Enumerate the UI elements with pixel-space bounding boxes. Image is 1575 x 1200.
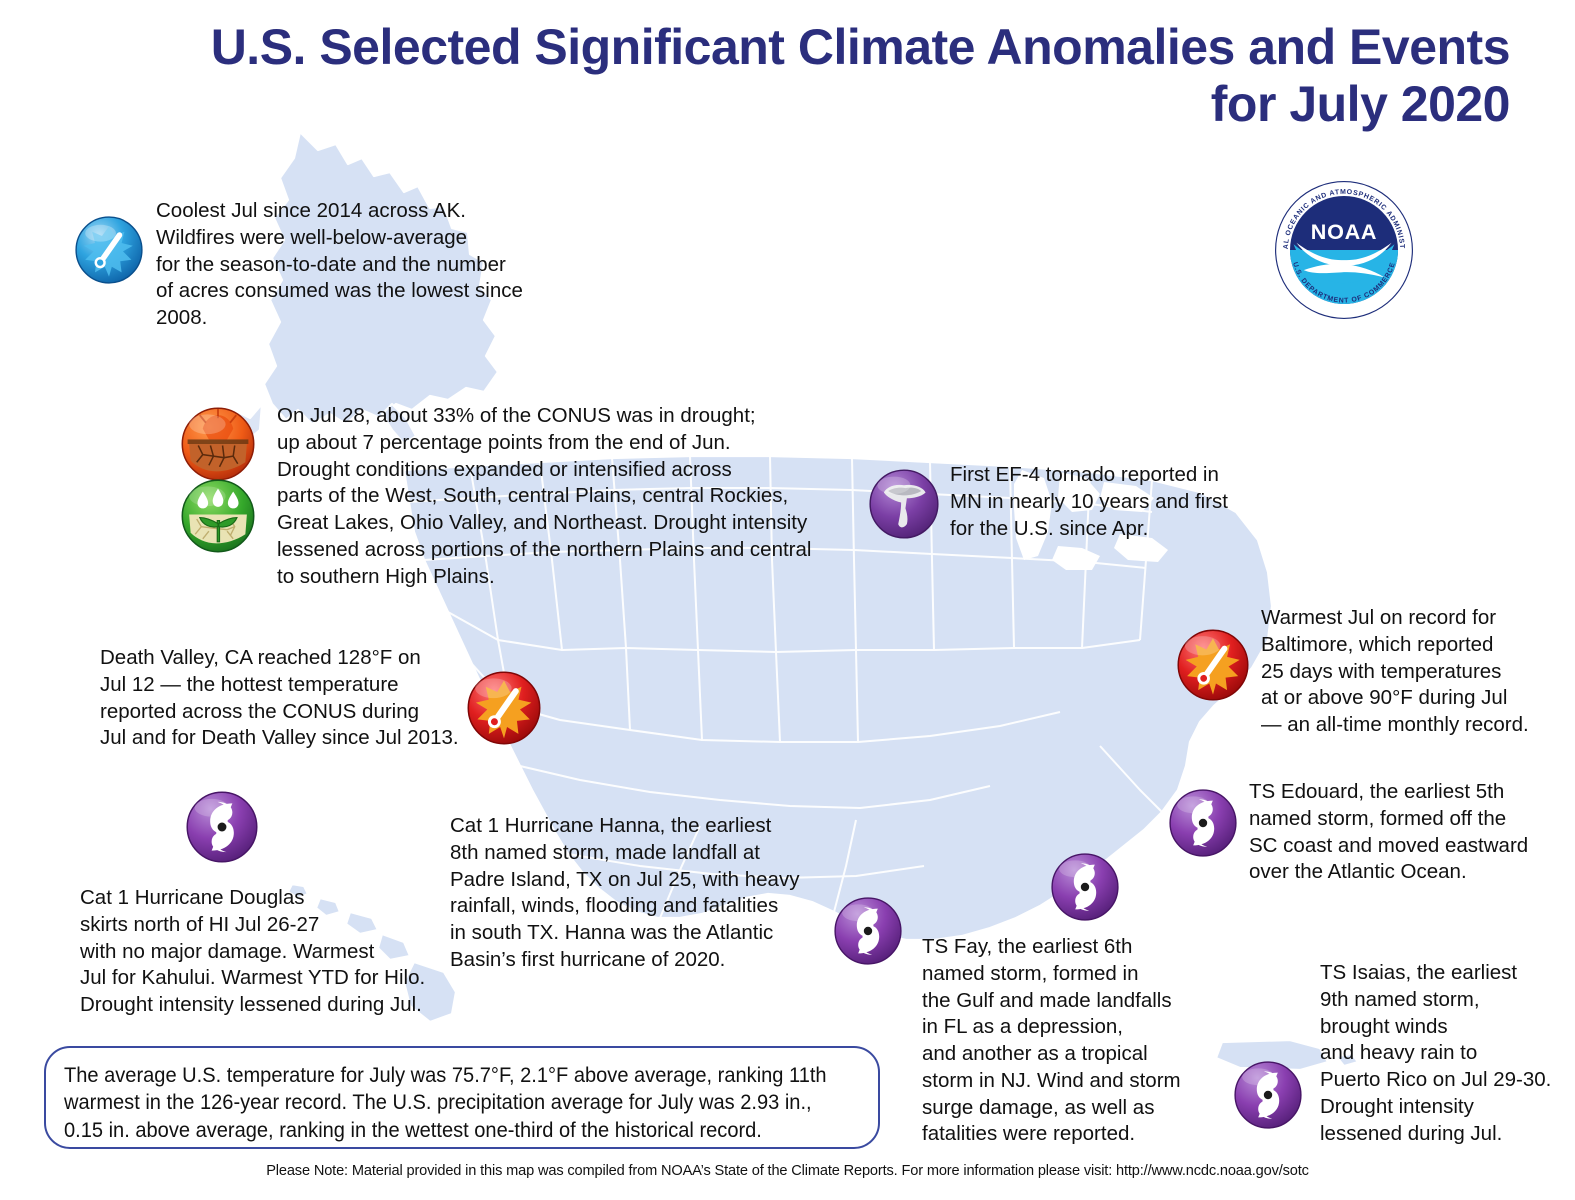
- page-title-line-1: U.S. Selected Significant Climate Anomal…: [210, 19, 1511, 75]
- annotation-drought: On Jul 28, about 33% of the CONUS was in…: [277, 403, 857, 590]
- annotation-isaias-text: TS Isaias, the earliest 9th named storm,…: [1320, 961, 1552, 1145]
- page-title-line-2: for July 2020: [1210, 76, 1511, 132]
- annotation-alaska: Coolest Jul since 2014 across AK. Wildfi…: [156, 198, 566, 332]
- annotation-isaias: TS Isaias, the earliest 9th named storm,…: [1320, 960, 1570, 1147]
- hurricane-icon-fay: [1051, 853, 1119, 921]
- annotation-tornado-text: First EF-4 tornado reported in MN in nea…: [950, 463, 1229, 540]
- annotation-baltimore-text: Warmest Jul on record for Baltimore, whi…: [1261, 606, 1529, 736]
- hurricane-icon-douglas: [186, 791, 258, 863]
- hot-thermometer-icon-west: [467, 671, 541, 745]
- national-summary-text: The average U.S. temperature for July wa…: [64, 1064, 827, 1142]
- annotation-death-valley-text: Death Valley, CA reached 128°F on Jul 12…: [100, 646, 459, 750]
- hurricane-icon-hanna: [834, 897, 902, 965]
- annotation-edouard-text: TS Edouard, the earliest 5th named storm…: [1249, 780, 1529, 884]
- annotation-douglas: Cat 1 Hurricane Douglas skirts north of …: [80, 885, 470, 1019]
- annotation-hanna-text: Cat 1 Hurricane Hanna, the earliest 8th …: [450, 814, 800, 971]
- drought-improvement-icon: [181, 479, 255, 553]
- annotation-alaska-text: Coolest Jul since 2014 across AK. Wildfi…: [156, 199, 523, 329]
- annotation-fay: TS Fay, the earliest 6th named storm, fo…: [922, 934, 1212, 1148]
- svg-text:NOAA: NOAA: [1311, 219, 1377, 244]
- annotation-tornado: First EF-4 tornado reported in MN in nea…: [950, 462, 1260, 542]
- tornado-icon: [869, 469, 939, 539]
- hot-thermometer-icon-baltimore: [1177, 629, 1249, 701]
- annotation-hanna: Cat 1 Hurricane Hanna, the earliest 8th …: [450, 813, 810, 974]
- hurricane-icon-isaias: [1234, 1061, 1302, 1129]
- annotation-douglas-text: Cat 1 Hurricane Douglas skirts north of …: [80, 886, 426, 1016]
- annotation-fay-text: TS Fay, the earliest 6th named storm, fo…: [922, 935, 1181, 1146]
- annotation-edouard: TS Edouard, the earliest 5th named storm…: [1249, 779, 1559, 886]
- noaa-logo: NOAA NATIONAL OCEANIC AND ATMOSPHERIC AD…: [1272, 178, 1414, 320]
- annotation-baltimore: Warmest Jul on record for Baltimore, whi…: [1261, 605, 1561, 739]
- cold-thermometer-icon: [75, 216, 143, 284]
- drought-icon: [181, 407, 255, 481]
- annotation-drought-text: On Jul 28, about 33% of the CONUS was in…: [277, 404, 812, 588]
- hurricane-icon-edouard: [1169, 789, 1237, 857]
- footer-note: Please Note: Material provided in this m…: [266, 1163, 1309, 1179]
- annotation-death-valley: Death Valley, CA reached 128°F on Jul 12…: [100, 645, 472, 752]
- page-title: U.S. Selected Significant Climate Anomal…: [0, 19, 1511, 132]
- national-summary-box: The average U.S. temperature for July wa…: [44, 1046, 880, 1149]
